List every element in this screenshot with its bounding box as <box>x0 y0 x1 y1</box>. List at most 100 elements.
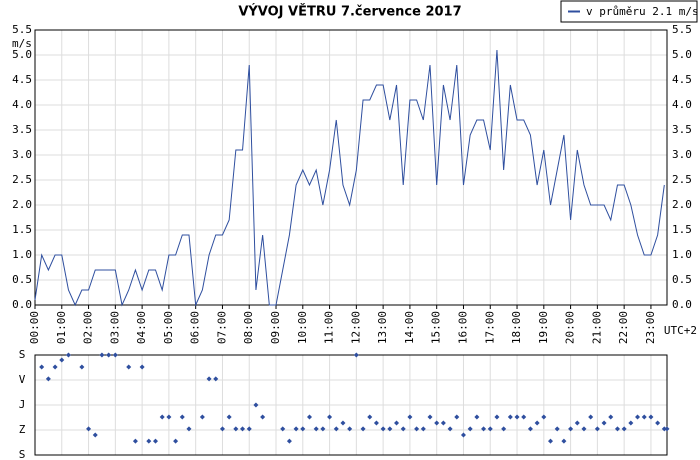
x-tick-label: 01:00 <box>55 311 68 344</box>
direction-point <box>400 426 406 432</box>
direction-point <box>621 426 627 432</box>
x-tick-label: 20:00 <box>564 311 577 344</box>
direction-point <box>661 426 667 432</box>
direction-point <box>186 426 192 432</box>
direction-point <box>233 426 239 432</box>
direction-point <box>521 414 527 420</box>
direction-point <box>173 438 179 444</box>
y-tick-label: 4.5 <box>12 73 32 86</box>
y-tick-label-right: 3.5 <box>672 123 692 136</box>
legend: v průměru 2.1 m/s <box>560 0 699 23</box>
direction-point <box>581 426 587 432</box>
direction-point <box>501 426 507 432</box>
x-tick-label: 12:00 <box>349 311 362 344</box>
direction-point <box>226 414 232 420</box>
direction-point <box>139 364 145 370</box>
direction-point <box>507 414 513 420</box>
y-tick-label: Z <box>19 423 26 436</box>
direction-point <box>340 420 346 426</box>
direction-point <box>394 420 400 426</box>
direction-point <box>99 352 105 358</box>
direction-point <box>414 426 420 432</box>
y-tick-label-right: 2.5 <box>672 173 692 186</box>
direction-point <box>213 376 219 382</box>
direction-point <box>554 426 560 432</box>
direction-point <box>655 420 661 426</box>
direction-point <box>628 420 634 426</box>
x-tick-label: 14:00 <box>403 311 416 344</box>
direction-point <box>664 426 670 432</box>
direction-point <box>574 420 580 426</box>
direction-point <box>360 426 366 432</box>
direction-point <box>92 432 98 438</box>
direction-point <box>286 438 292 444</box>
direction-point <box>293 426 299 432</box>
direction-point <box>240 426 246 432</box>
direction-point <box>199 414 205 420</box>
x-tick-label: 17:00 <box>483 311 496 344</box>
direction-point <box>494 414 500 420</box>
y-tick-label: 0.0 <box>12 298 32 311</box>
direction-point <box>614 426 620 432</box>
direction-point <box>427 414 433 420</box>
direction-point <box>367 414 373 420</box>
legend-box <box>560 0 698 23</box>
x-tick-label: 04:00 <box>135 311 148 344</box>
direction-point <box>447 426 453 432</box>
direction-point <box>313 426 319 432</box>
x-tick-label: 00:00 <box>28 311 41 344</box>
direction-point <box>132 438 138 444</box>
x-tick-label: 03:00 <box>108 311 121 344</box>
direction-point <box>300 426 306 432</box>
direction-point <box>407 414 413 420</box>
chart-title: VÝVOJ VĚTRU 7.července 2017 <box>238 4 461 20</box>
direction-point <box>106 352 112 358</box>
y-tick-label: 2.0 <box>12 198 32 211</box>
direction-point <box>534 420 540 426</box>
x-tick-label: 06:00 <box>189 311 202 344</box>
direction-point <box>86 426 92 432</box>
x-tick-label: 16:00 <box>456 311 469 344</box>
x-tick-label: 07:00 <box>215 311 228 344</box>
direction-point <box>568 426 574 432</box>
direction-point <box>373 420 379 426</box>
direction-point <box>112 352 118 358</box>
direction-point <box>541 414 547 420</box>
direction-point <box>59 357 65 363</box>
x-tick-label: 09:00 <box>269 311 282 344</box>
x-tick-label: 19:00 <box>537 311 550 344</box>
wind-speed-line <box>34 49 665 307</box>
y-tick-label: J <box>19 398 26 411</box>
direction-point <box>641 414 647 420</box>
direction-point <box>52 364 58 370</box>
y-tick-label: 3.0 <box>12 148 32 161</box>
direction-point <box>527 426 533 432</box>
y-tick-label-right: 4.5 <box>672 73 692 86</box>
direction-point <box>474 414 480 420</box>
direction-point <box>440 420 446 426</box>
plot-frame <box>34 29 668 306</box>
x-tick-label: 10:00 <box>296 311 309 344</box>
y-tick-label-right: 5.5 <box>672 23 692 36</box>
y-tick-label-right: 4.0 <box>672 98 692 111</box>
direction-point <box>65 352 71 358</box>
y-tick-label-right: 2.0 <box>672 198 692 211</box>
x-tick-label: 23:00 <box>644 311 657 344</box>
y-tick-label: S <box>19 348 26 361</box>
direction-point <box>39 364 45 370</box>
direction-point <box>333 426 339 432</box>
direction-point <box>153 438 159 444</box>
direction-point <box>467 426 473 432</box>
y-tick-label-right: 0.0 <box>672 298 692 311</box>
y-tick-label: 2.5 <box>12 173 32 186</box>
direction-point <box>601 420 607 426</box>
direction-point <box>219 426 225 432</box>
direction-point <box>635 414 641 420</box>
y-tick-label: V <box>19 373 26 386</box>
y-tick-label: 5.5 <box>12 23 32 36</box>
x-tick-label: 08:00 <box>242 311 255 344</box>
direction-point <box>588 414 594 420</box>
y-tick-label: 5.0 <box>12 48 32 61</box>
x-tick-label: 11:00 <box>323 311 336 344</box>
